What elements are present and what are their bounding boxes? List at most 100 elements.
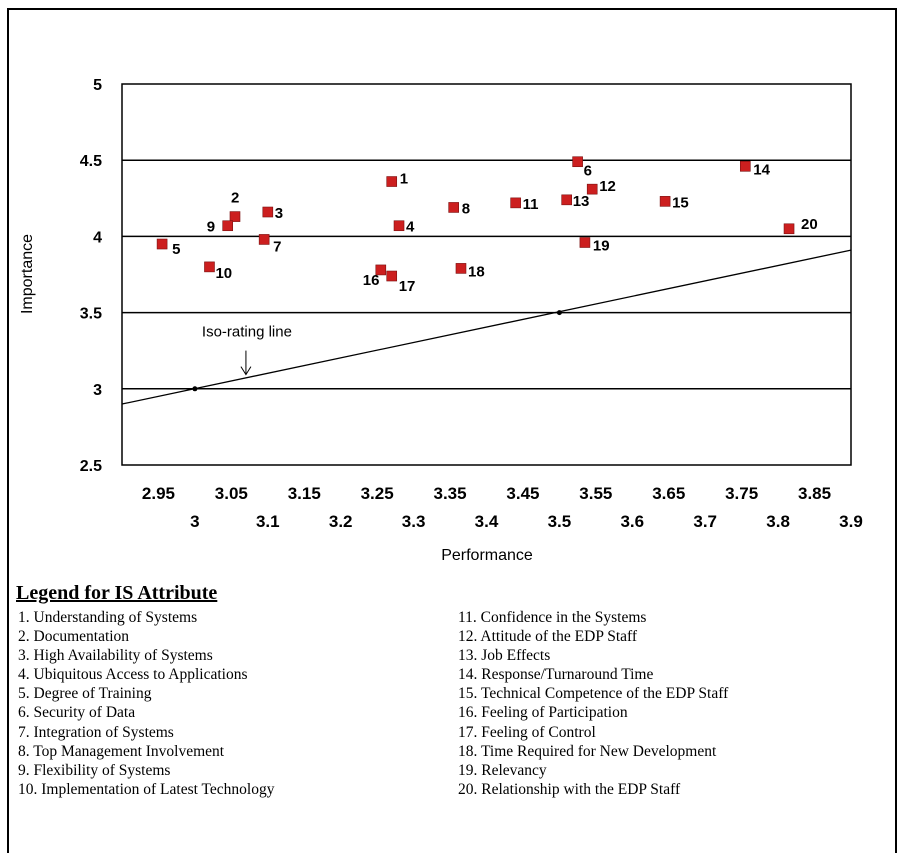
data-point-label: 11	[523, 196, 539, 213]
data-point	[579, 237, 591, 248]
x-tick-label: 3.65	[652, 484, 685, 503]
iso-rating-line-group: Iso-rating line	[121, 249, 852, 405]
x-tick-label: 3.55	[579, 484, 612, 503]
data-point-label: 6	[584, 163, 592, 180]
y-tick-label: 3.5	[80, 306, 102, 323]
data-point-label: 2	[231, 190, 239, 207]
x-tick-label: 3.9	[839, 512, 863, 531]
legend-item: 17. Feeling of Control	[458, 723, 596, 741]
data-point-label: 1	[400, 171, 408, 188]
scatter-chart: Iso-rating line 5 4.5 4 3.5 3 2.5 2.95 3.05 3.1…	[19, 77, 863, 564]
legend-item: 13. Job Effects	[458, 647, 551, 665]
legend-item: 16. Feeling of Participation	[458, 704, 628, 722]
x-tick-label: 3.3	[402, 512, 426, 531]
data-point-label: 16	[363, 272, 380, 289]
legend-item: 10. Implementation of Latest Technology	[18, 780, 275, 798]
x-tick-label: 3.85	[798, 484, 831, 503]
data-point	[258, 234, 270, 245]
x-tick-label: 2.95	[142, 484, 175, 503]
y-tick-label: 4	[93, 229, 102, 246]
data-point	[455, 263, 467, 274]
data-point-label: 4	[406, 219, 415, 236]
x-tick-label: 3.8	[766, 512, 790, 531]
iso-point	[192, 386, 198, 392]
iso-rating-annotation: Iso-rating line	[202, 324, 292, 341]
data-point-label: 8	[462, 200, 470, 217]
data-point	[739, 160, 751, 172]
legend-item: 19. Relevancy	[458, 761, 547, 779]
x-tick-label: 3	[190, 512, 199, 531]
legend-item: 11. Confidence in the Systems	[458, 609, 647, 626]
iso-rating-line	[121, 249, 852, 405]
legend-item: 1. Understanding of Systems	[18, 609, 198, 626]
y-tick-label: 5	[93, 77, 102, 94]
data-point-label: 15	[672, 194, 689, 211]
y-axis-label: Importance	[19, 234, 36, 314]
data-point-label: 14	[753, 161, 770, 178]
legend-title: Legend for IS Attribute	[16, 582, 218, 604]
legend-item: 8. Top Management Involvement	[18, 742, 225, 760]
legend-item: 7. Integration of Systems	[18, 723, 174, 741]
data-point-label: 13	[573, 193, 590, 210]
data-point	[262, 206, 274, 218]
x-tick-label: 3.4	[475, 512, 499, 531]
x-tick-label: 3.1	[256, 512, 280, 531]
x-tick-label: 3.6	[620, 512, 644, 531]
legend-item: 9. Flexibility of Systems	[18, 761, 171, 779]
x-tick-label: 3.5	[548, 512, 572, 531]
y-tick-labels: 5 4.5 4 3.5 3 2.5	[80, 77, 102, 475]
x-tick-label: 3.45	[506, 484, 539, 503]
data-point	[448, 202, 459, 213]
data-point-label: 20	[801, 216, 818, 233]
legend-item: 2. Documentation	[18, 628, 130, 646]
data-point	[386, 270, 398, 282]
legend-item: 18. Time Required for New Development	[458, 742, 717, 760]
data-point	[783, 223, 795, 235]
data-point	[510, 197, 521, 209]
data-point-label: 9	[207, 219, 215, 236]
legend-item: 12. Attitude of the EDP Staff	[458, 628, 638, 646]
data-point	[561, 194, 572, 206]
x-tick-label: 3.2	[329, 512, 353, 531]
data-point	[229, 211, 241, 222]
legend-left-column: 1. Understanding of Systems 2. Documentat…	[18, 608, 274, 799]
data-point	[586, 183, 598, 195]
data-point	[222, 220, 234, 232]
legend-item: 3. High Availability of Systems	[18, 647, 213, 665]
annotation-arrow-head	[240, 366, 252, 376]
data-point	[204, 261, 215, 273]
data-point-label: 3	[275, 205, 283, 222]
data-point	[393, 220, 405, 232]
iso-point	[556, 310, 562, 316]
x-tick-label: 3.05	[215, 484, 248, 503]
x-tick-label: 3.75	[725, 484, 758, 503]
x-tick-label: 3.35	[434, 484, 467, 503]
legend-item: 15. Technical Competence of the EDP Staf…	[458, 685, 729, 703]
data-point-label: 18	[468, 263, 485, 280]
legend-item: 14. Response/Turnaround Time	[458, 666, 654, 684]
y-tick-label: 3	[93, 382, 102, 399]
data-point	[156, 238, 168, 250]
legend-item: 4. Ubiquitous Access to Applications	[18, 666, 248, 684]
legend-item: 6. Security of Data	[18, 704, 136, 722]
y-tick-label: 2.5	[80, 458, 102, 475]
x-axis-label: Performance	[441, 547, 533, 564]
plot-area	[121, 83, 852, 466]
figure-frame	[7, 8, 897, 853]
x-tick-label: 3.15	[288, 484, 321, 503]
legend-right-column: 11. Confidence in the Systems 12. Attitud…	[458, 608, 728, 799]
data-point-label: 7	[273, 238, 281, 255]
data-point	[386, 176, 398, 187]
x-tick-label: 3.7	[693, 512, 717, 531]
data-point-label: 10	[215, 265, 232, 282]
data-point-label: 5	[172, 241, 180, 258]
x-tick-label: 3.25	[361, 484, 394, 503]
x-tick-labels: 2.95 3.05 3.15 3.25 3.35 3.45 3.55 3.65 3.75 3.85…	[142, 484, 863, 531]
data-point	[659, 196, 671, 207]
data-point-label: 19	[593, 237, 610, 254]
legend-item: 5. Degree of Training	[18, 685, 152, 703]
data-point	[572, 156, 583, 168]
y-tick-label: 4.5	[80, 153, 102, 170]
legend-item: 20. Relationship with the EDP Staff	[458, 780, 681, 798]
